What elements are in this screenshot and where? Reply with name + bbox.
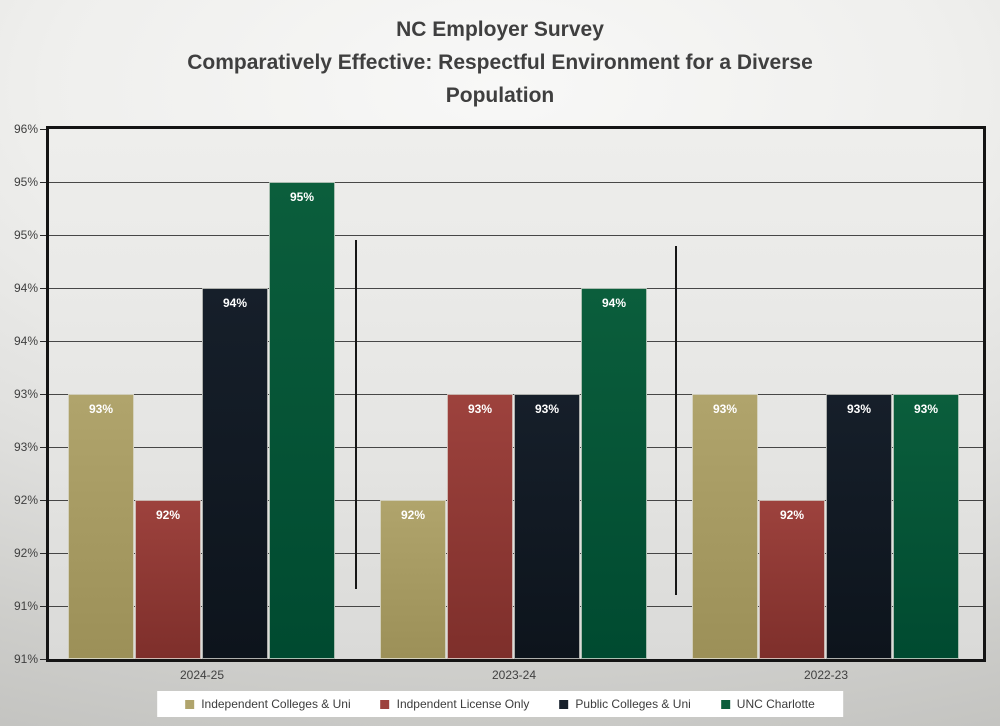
y-axis-tick-label: 93%: [13, 440, 38, 454]
gridline: [49, 234, 983, 236]
bar: 93%: [692, 394, 758, 659]
bar-value-label: 93%: [846, 402, 872, 416]
bar: 93%: [514, 394, 580, 659]
legend-item: Public Colleges & Uni: [559, 697, 691, 711]
y-axis-tick-mark: [40, 447, 46, 448]
y-axis-tick-label: 94%: [13, 281, 38, 295]
y-axis-tick-label: 93%: [13, 387, 38, 401]
y-axis-tick-label: 94%: [13, 334, 38, 348]
legend-item: Independent Colleges & Uni: [185, 697, 351, 711]
bar-value-label: 93%: [467, 402, 493, 416]
legend-color-swatch-icon: [720, 699, 730, 709]
bar: 93%: [447, 394, 513, 659]
y-axis-tick-label: 92%: [13, 493, 38, 507]
bar-value-label: 93%: [88, 402, 114, 416]
y-axis-tick-label: 92%: [13, 546, 38, 560]
legend-color-swatch-icon: [380, 699, 390, 709]
gridline: [49, 287, 983, 289]
y-axis-tick-mark: [40, 129, 46, 130]
bar: 92%: [759, 500, 825, 659]
bar: 92%: [135, 500, 201, 659]
separator-line: [675, 245, 677, 596]
y-axis-tick-mark: [40, 288, 46, 289]
y-axis-tick-label: 95%: [13, 175, 38, 189]
chart-title-line-2: Comparatively Effective: Respectful Envi…: [187, 51, 813, 74]
separator-line: [355, 240, 357, 590]
y-axis-tick-mark: [40, 341, 46, 342]
bar-value-label: 94%: [601, 296, 627, 310]
x-axis-category-label: 2022-23: [803, 668, 849, 682]
bar-value-label: 93%: [712, 402, 738, 416]
bar: 93%: [826, 394, 892, 659]
y-axis-tick-label: 96%: [13, 122, 38, 136]
y-axis-tick-label: 91%: [13, 599, 38, 613]
bar: 94%: [581, 288, 647, 659]
legend: Independent Colleges & Uni Indpendent Lic…: [157, 691, 843, 717]
bar: 93%: [893, 394, 959, 659]
legend-item: Indpendent License Only: [380, 697, 530, 711]
y-axis-tick-mark: [40, 659, 46, 660]
bar-value-label: 92%: [155, 508, 181, 522]
y-axis-tick-mark: [40, 500, 46, 501]
bar: 93%: [68, 394, 134, 659]
plot-area: 93% 92% 94% 95% 92% 93% 93% 94% 93% 92% 93% 93%: [46, 126, 986, 662]
legend-label: Independent Colleges & Uni: [201, 697, 351, 711]
y-axis-tick-mark: [40, 606, 46, 607]
y-axis-tick-mark: [40, 553, 46, 554]
legend-label: Public Colleges & Uni: [575, 697, 691, 711]
bar: 95%: [269, 182, 335, 659]
x-axis-category-label: 2024-25: [179, 668, 225, 682]
bar-value-label: 95%: [289, 190, 315, 204]
bar-value-label: 94%: [222, 296, 248, 310]
y-axis-tick-label: 95%: [13, 228, 38, 242]
gridline: [49, 340, 983, 342]
bar-value-label: 92%: [400, 508, 426, 522]
bar-value-label: 92%: [779, 508, 805, 522]
x-axis-category-label: 2023-24: [491, 668, 537, 682]
bar-value-label: 93%: [913, 402, 939, 416]
bar-value-label: 93%: [534, 402, 560, 416]
bar: 94%: [202, 288, 268, 659]
chart-title-line-1: NC Employer Survey: [396, 18, 604, 41]
y-axis-tick-mark: [40, 394, 46, 395]
legend-color-swatch-icon: [185, 699, 195, 709]
legend-color-swatch-icon: [559, 699, 569, 709]
y-axis-tick-mark: [40, 235, 46, 236]
y-axis-tick-label: 91%: [13, 652, 38, 666]
legend-label: UNC Charlotte: [736, 697, 815, 711]
y-axis-tick-mark: [40, 182, 46, 183]
legend-item: UNC Charlotte: [720, 697, 815, 711]
chart-title: NC Employer Survey Comparatively Effecti…: [0, 13, 1000, 112]
chart-title-line-3: Population: [445, 84, 555, 107]
gridline: [49, 181, 983, 183]
bar: 92%: [380, 500, 446, 659]
legend-label: Indpendent License Only: [396, 697, 530, 711]
